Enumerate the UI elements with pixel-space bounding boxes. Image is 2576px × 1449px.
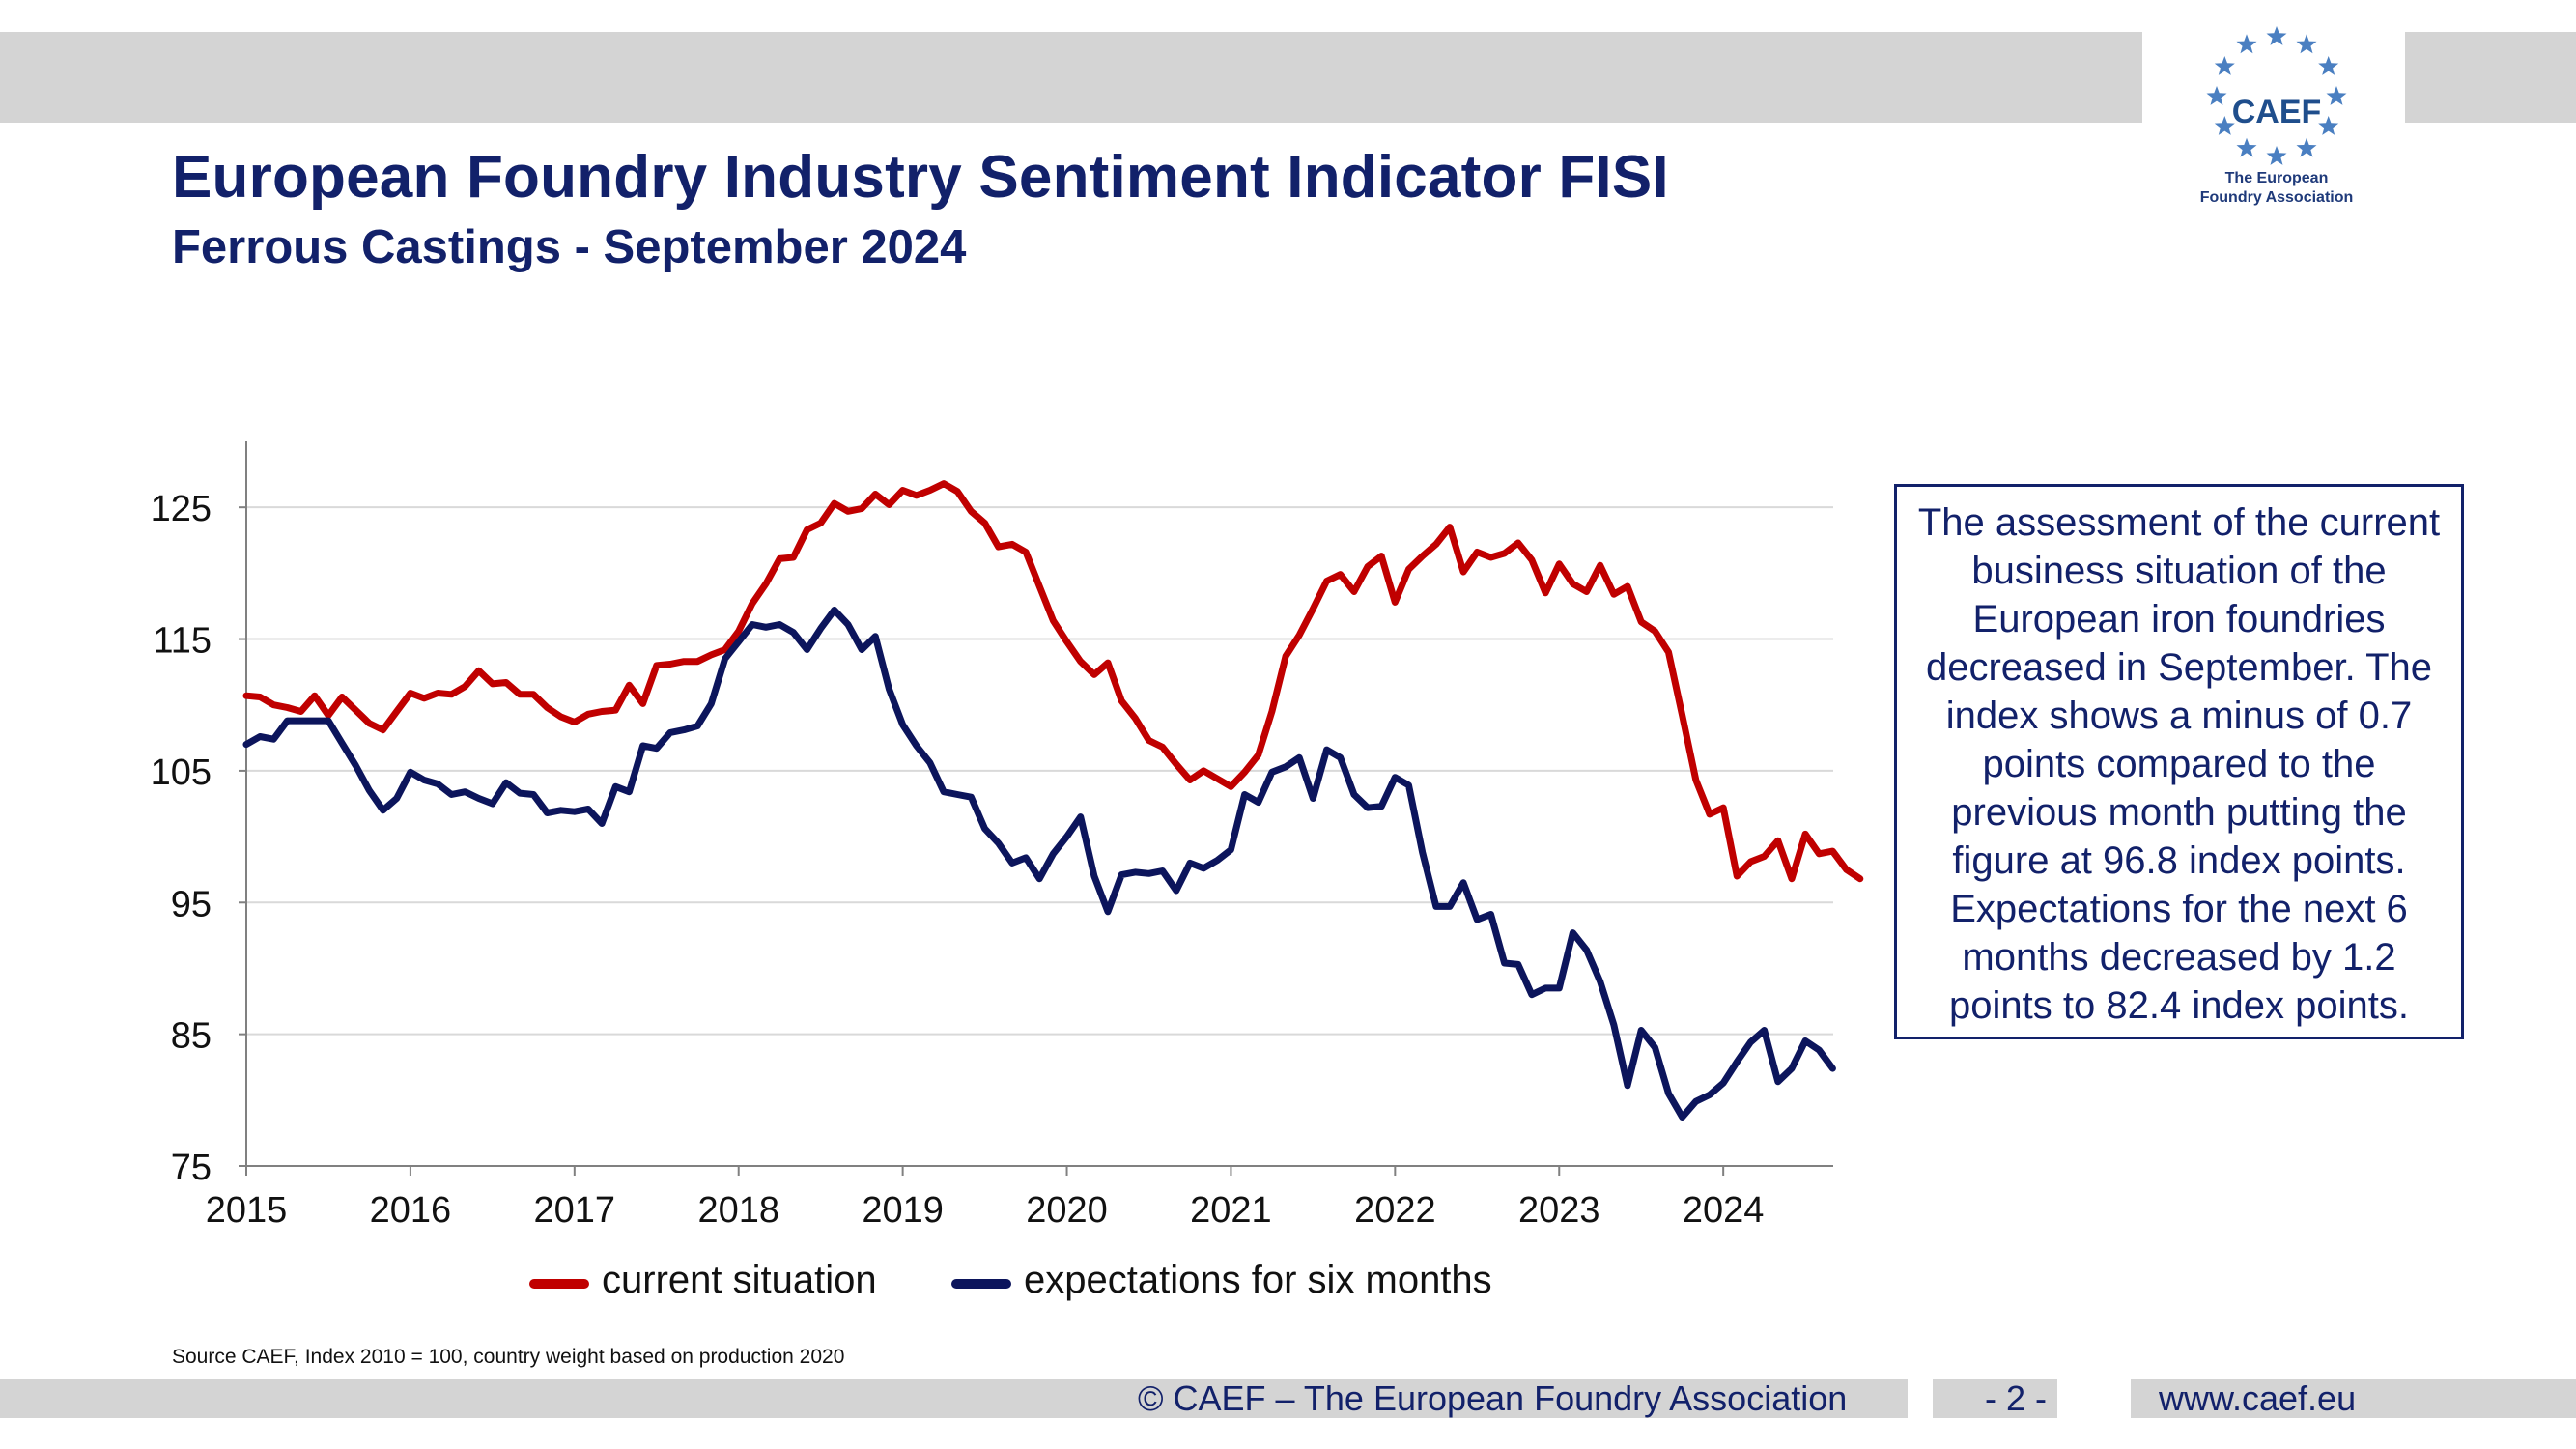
x-tick-label: 2023 <box>1518 1190 1600 1231</box>
logo-star-icon <box>2296 137 2317 157</box>
x-tick-label: 2024 <box>1683 1190 1765 1231</box>
header-band <box>0 32 2142 123</box>
logo-star-icon <box>2236 137 2257 157</box>
y-tick-label: 85 <box>171 1016 212 1057</box>
x-tick-label: 2019 <box>862 1190 944 1231</box>
logo-star-icon <box>2266 146 2287 165</box>
x-tick-label: 2016 <box>370 1190 452 1231</box>
info-box: The assessment of the current business s… <box>1894 484 2464 1039</box>
logo-subtitle-line1: The European <box>2224 170 2329 186</box>
legend-label-expectations: expectations for six months <box>1024 1259 1492 1301</box>
logo-star-icon <box>2214 56 2235 75</box>
source-note: Source CAEF, Index 2010 = 100, country w… <box>172 1346 845 1368</box>
y-tick-label: 115 <box>153 621 212 662</box>
logo-star-icon <box>2206 86 2227 105</box>
star-ring-icon <box>2206 26 2347 165</box>
x-tick-label: 2018 <box>697 1190 779 1231</box>
logo-name: CAEF <box>2231 94 2322 130</box>
logo-star-icon <box>2214 116 2235 135</box>
x-tick-label: 2020 <box>1026 1190 1108 1231</box>
page-subtitle: Ferrous Castings - September 2024 <box>172 221 967 273</box>
x-tick-label: 2021 <box>1190 1190 1272 1231</box>
series-line-current-situation <box>242 480 1864 883</box>
x-tick-label: 2022 <box>1354 1190 1436 1231</box>
header-band-right <box>2405 32 2576 123</box>
y-tick-label: 95 <box>171 884 212 924</box>
footer-band-left <box>0 1379 1908 1418</box>
logo-star-icon <box>2318 116 2339 135</box>
footer-page-number: - 2 - <box>1985 1378 2048 1418</box>
series-line-expectations <box>242 607 1836 1121</box>
footer-band-right <box>2131 1379 2576 1418</box>
logo-star-icon <box>2296 34 2317 54</box>
footer-website-link[interactable]: www.caef.eu <box>2159 1378 2357 1418</box>
y-tick-label: 125 <box>151 489 212 529</box>
logo-star-icon <box>2236 34 2257 54</box>
x-tick-label: 2015 <box>206 1190 288 1231</box>
x-tick-label: 2017 <box>534 1190 616 1231</box>
logo-star-icon <box>2266 26 2287 45</box>
logo-star-icon <box>2318 56 2339 75</box>
logo-star-icon <box>2326 86 2347 105</box>
footer-copyright: © CAEF – The European Foundry Associatio… <box>1138 1378 1848 1418</box>
sentiment-line-chart: 75 85 95 105 115 125 2015 2016 2017 2018 2019 2020 2… <box>151 441 1864 1231</box>
y-tick-label: 105 <box>151 753 212 793</box>
page-title: European Foundry Industry Sentiment Indi… <box>172 144 1669 211</box>
legend-swatch-current <box>529 1279 589 1289</box>
caef-logo: CAEF The European Foundry Association <box>2183 21 2370 214</box>
footer-band-middle <box>1933 1379 2057 1418</box>
logo-subtitle: The European Foundry Association <box>2183 169 2370 208</box>
logo-subtitle-line2: Foundry Association <box>2199 189 2354 206</box>
legend-swatch-expectations <box>951 1279 1011 1289</box>
y-tick-label: 75 <box>171 1148 212 1188</box>
legend-label-current: current situation <box>602 1259 877 1301</box>
